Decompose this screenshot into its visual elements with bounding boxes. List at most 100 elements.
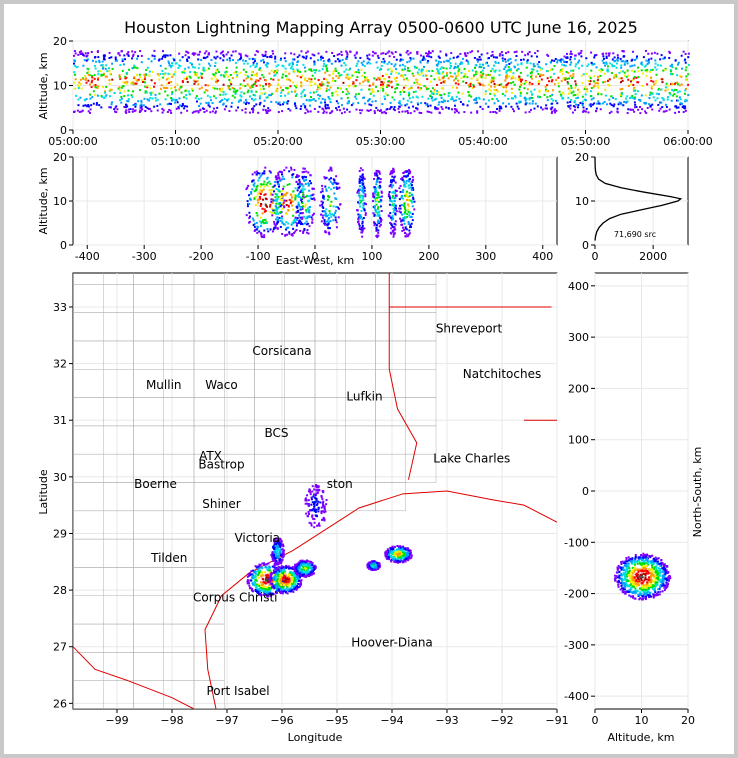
time-density-cell (304, 94, 307, 97)
time-density-cell (214, 72, 217, 75)
time-density-cell (566, 101, 569, 104)
ew-density-cell (410, 186, 413, 189)
map-density-cell (282, 566, 285, 569)
ew-density-cell (300, 223, 303, 226)
time-density-cell (457, 55, 460, 58)
time-density-cell (139, 109, 142, 112)
time-density-cell (227, 98, 230, 101)
map-density-cell (258, 569, 261, 572)
time-density-cell (195, 100, 198, 103)
time-density-cell (121, 58, 124, 61)
ew-density-cell (361, 220, 364, 223)
time-density-cell (366, 109, 369, 112)
ew-density-cell (278, 203, 281, 206)
time-density-cell (493, 92, 496, 95)
time-density-cell (220, 90, 223, 93)
time-density-cell (350, 104, 353, 107)
time-density-cell (175, 107, 178, 110)
time-density-cell (498, 74, 501, 77)
time-density-cell (170, 64, 173, 67)
time-density-cell (248, 85, 251, 88)
time-density-cell (254, 73, 257, 76)
time-density-cell (159, 73, 162, 76)
time-density-cell (189, 71, 192, 74)
time-density-cell (531, 96, 534, 99)
time-density-cell (408, 60, 411, 63)
time-density-cell (245, 101, 248, 104)
time-density-cell (507, 66, 510, 69)
map-density-cell (277, 583, 280, 586)
time-density-cell (464, 75, 467, 78)
time-density-cell (373, 52, 376, 55)
time-density-cell (626, 100, 629, 103)
time-density-cell (443, 75, 446, 78)
time-density-cell (576, 96, 579, 99)
ew-density-cell (275, 218, 278, 221)
time-density-cell (324, 105, 327, 108)
ew-density-cell (269, 191, 272, 194)
time-density-cell (532, 65, 535, 68)
time-density-cell (119, 76, 122, 79)
map-density-cell (256, 588, 259, 591)
time-density-cell (243, 101, 246, 104)
ew-density-cell (307, 184, 310, 187)
ew-density-cell (294, 198, 297, 201)
ew-density-cell (373, 205, 376, 208)
time-density-cell (424, 58, 427, 61)
map-density-cell (256, 574, 259, 577)
map-density-cell (255, 566, 258, 569)
time-density-cell (193, 82, 196, 85)
ew-density-cell (274, 205, 277, 208)
ew-density-cell (321, 216, 324, 219)
county-outline (73, 273, 104, 285)
time-density-cell (221, 87, 224, 90)
time-density-cell (296, 69, 299, 72)
map-density-cell (295, 571, 298, 574)
time-density-cell (265, 82, 268, 85)
ew-density-cell (252, 183, 255, 186)
map-density-cell (266, 581, 269, 584)
time-density-cell (491, 50, 494, 53)
map-density-cell (308, 572, 311, 575)
time-density-cell (458, 97, 461, 100)
time-density-cell (303, 66, 306, 69)
time-density-cell (103, 54, 106, 57)
ew-density-cell (285, 226, 288, 229)
map-density-cell (249, 573, 252, 576)
ew-density-cell (307, 195, 310, 198)
time-density-cell (494, 61, 497, 64)
time-density-cell (255, 65, 258, 68)
time-density-cell (336, 53, 339, 56)
time-density-cell (285, 87, 288, 90)
map-density-cell (299, 562, 302, 565)
time-density-cell (303, 78, 306, 81)
time-density-cell (593, 54, 596, 57)
time-density-cell (417, 103, 420, 106)
time-density-cell (216, 106, 219, 109)
ew-density-cell (264, 218, 267, 221)
ew-density-cell (266, 176, 269, 179)
ew-density-cell (410, 222, 413, 225)
time-density-cell (358, 82, 361, 85)
time-density-cell (239, 53, 242, 56)
time-density-cell (404, 104, 407, 107)
ew-density-cell (404, 211, 407, 214)
time-density-cell (545, 104, 548, 107)
time-density-cell (331, 92, 334, 95)
time-density-cell (96, 50, 99, 53)
time-density-cell (174, 89, 177, 92)
ew-density-cell (286, 191, 289, 194)
ew-density-cell (407, 196, 410, 199)
map-density-cell (295, 588, 298, 591)
time-density-cell (300, 105, 303, 108)
ew-density-cell (328, 212, 331, 215)
time-density-cell (433, 88, 436, 91)
ew-density-cell (297, 175, 300, 178)
time-density-cell (508, 68, 511, 71)
time-density-cell (249, 65, 252, 68)
time-density-cell (600, 67, 603, 70)
time-density-cell (681, 102, 684, 105)
time-density-cell (104, 91, 107, 94)
time-density-cell (99, 70, 102, 73)
time-density-cell (433, 98, 436, 101)
